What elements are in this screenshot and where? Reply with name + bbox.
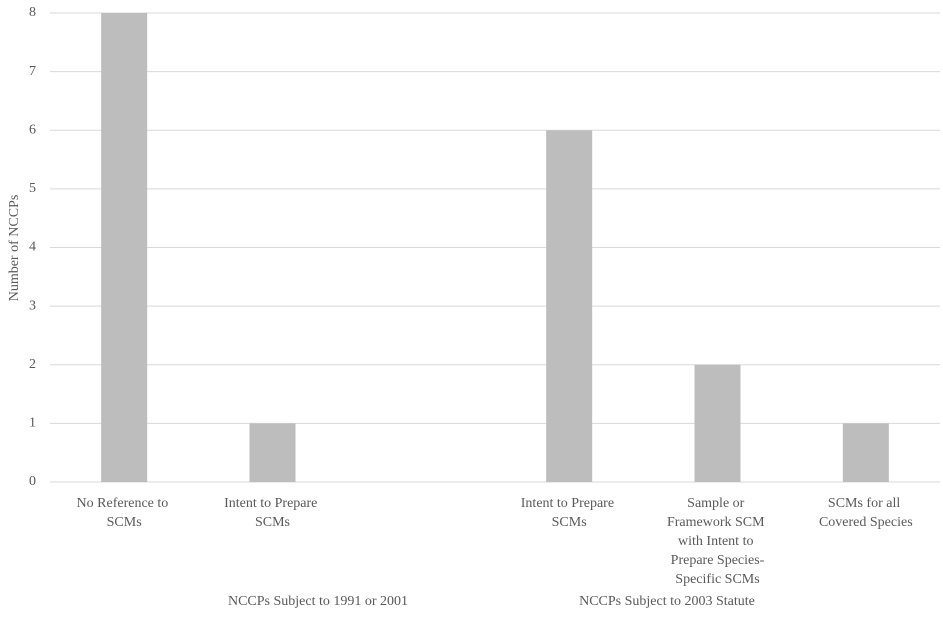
y-tick-label: 1 bbox=[29, 416, 36, 431]
y-tick-label: 8 bbox=[29, 5, 36, 20]
group-label: NCCPs Subject to 1991 or 2001 bbox=[228, 594, 408, 609]
y-tick-label: 0 bbox=[29, 474, 36, 489]
bar bbox=[842, 423, 889, 482]
bar bbox=[546, 130, 593, 482]
bar bbox=[694, 364, 741, 482]
x-tick-label: No Reference to SCMs bbox=[77, 496, 172, 530]
x-tick-label: Intent to Prepare SCMs bbox=[521, 496, 618, 530]
y-axis-label: Number of NCCPs bbox=[7, 195, 22, 302]
x-tick-label: SCMs for all Covered Species bbox=[819, 496, 913, 530]
x-tick-label: Intent to Prepare SCMs bbox=[224, 496, 321, 530]
x-tick-label: Sample or Framework SCM with Intent to P… bbox=[667, 496, 768, 587]
y-tick-label: 2 bbox=[29, 357, 36, 372]
bar bbox=[249, 423, 296, 482]
y-tick-label: 5 bbox=[29, 181, 36, 196]
y-tick-label: 3 bbox=[29, 298, 36, 313]
y-tick-label: 4 bbox=[29, 240, 36, 255]
bar bbox=[101, 13, 148, 482]
y-tick-label: 7 bbox=[29, 64, 36, 79]
y-tick-label: 6 bbox=[29, 122, 36, 137]
group-label: NCCPs Subject to 2003 Statute bbox=[579, 594, 755, 609]
